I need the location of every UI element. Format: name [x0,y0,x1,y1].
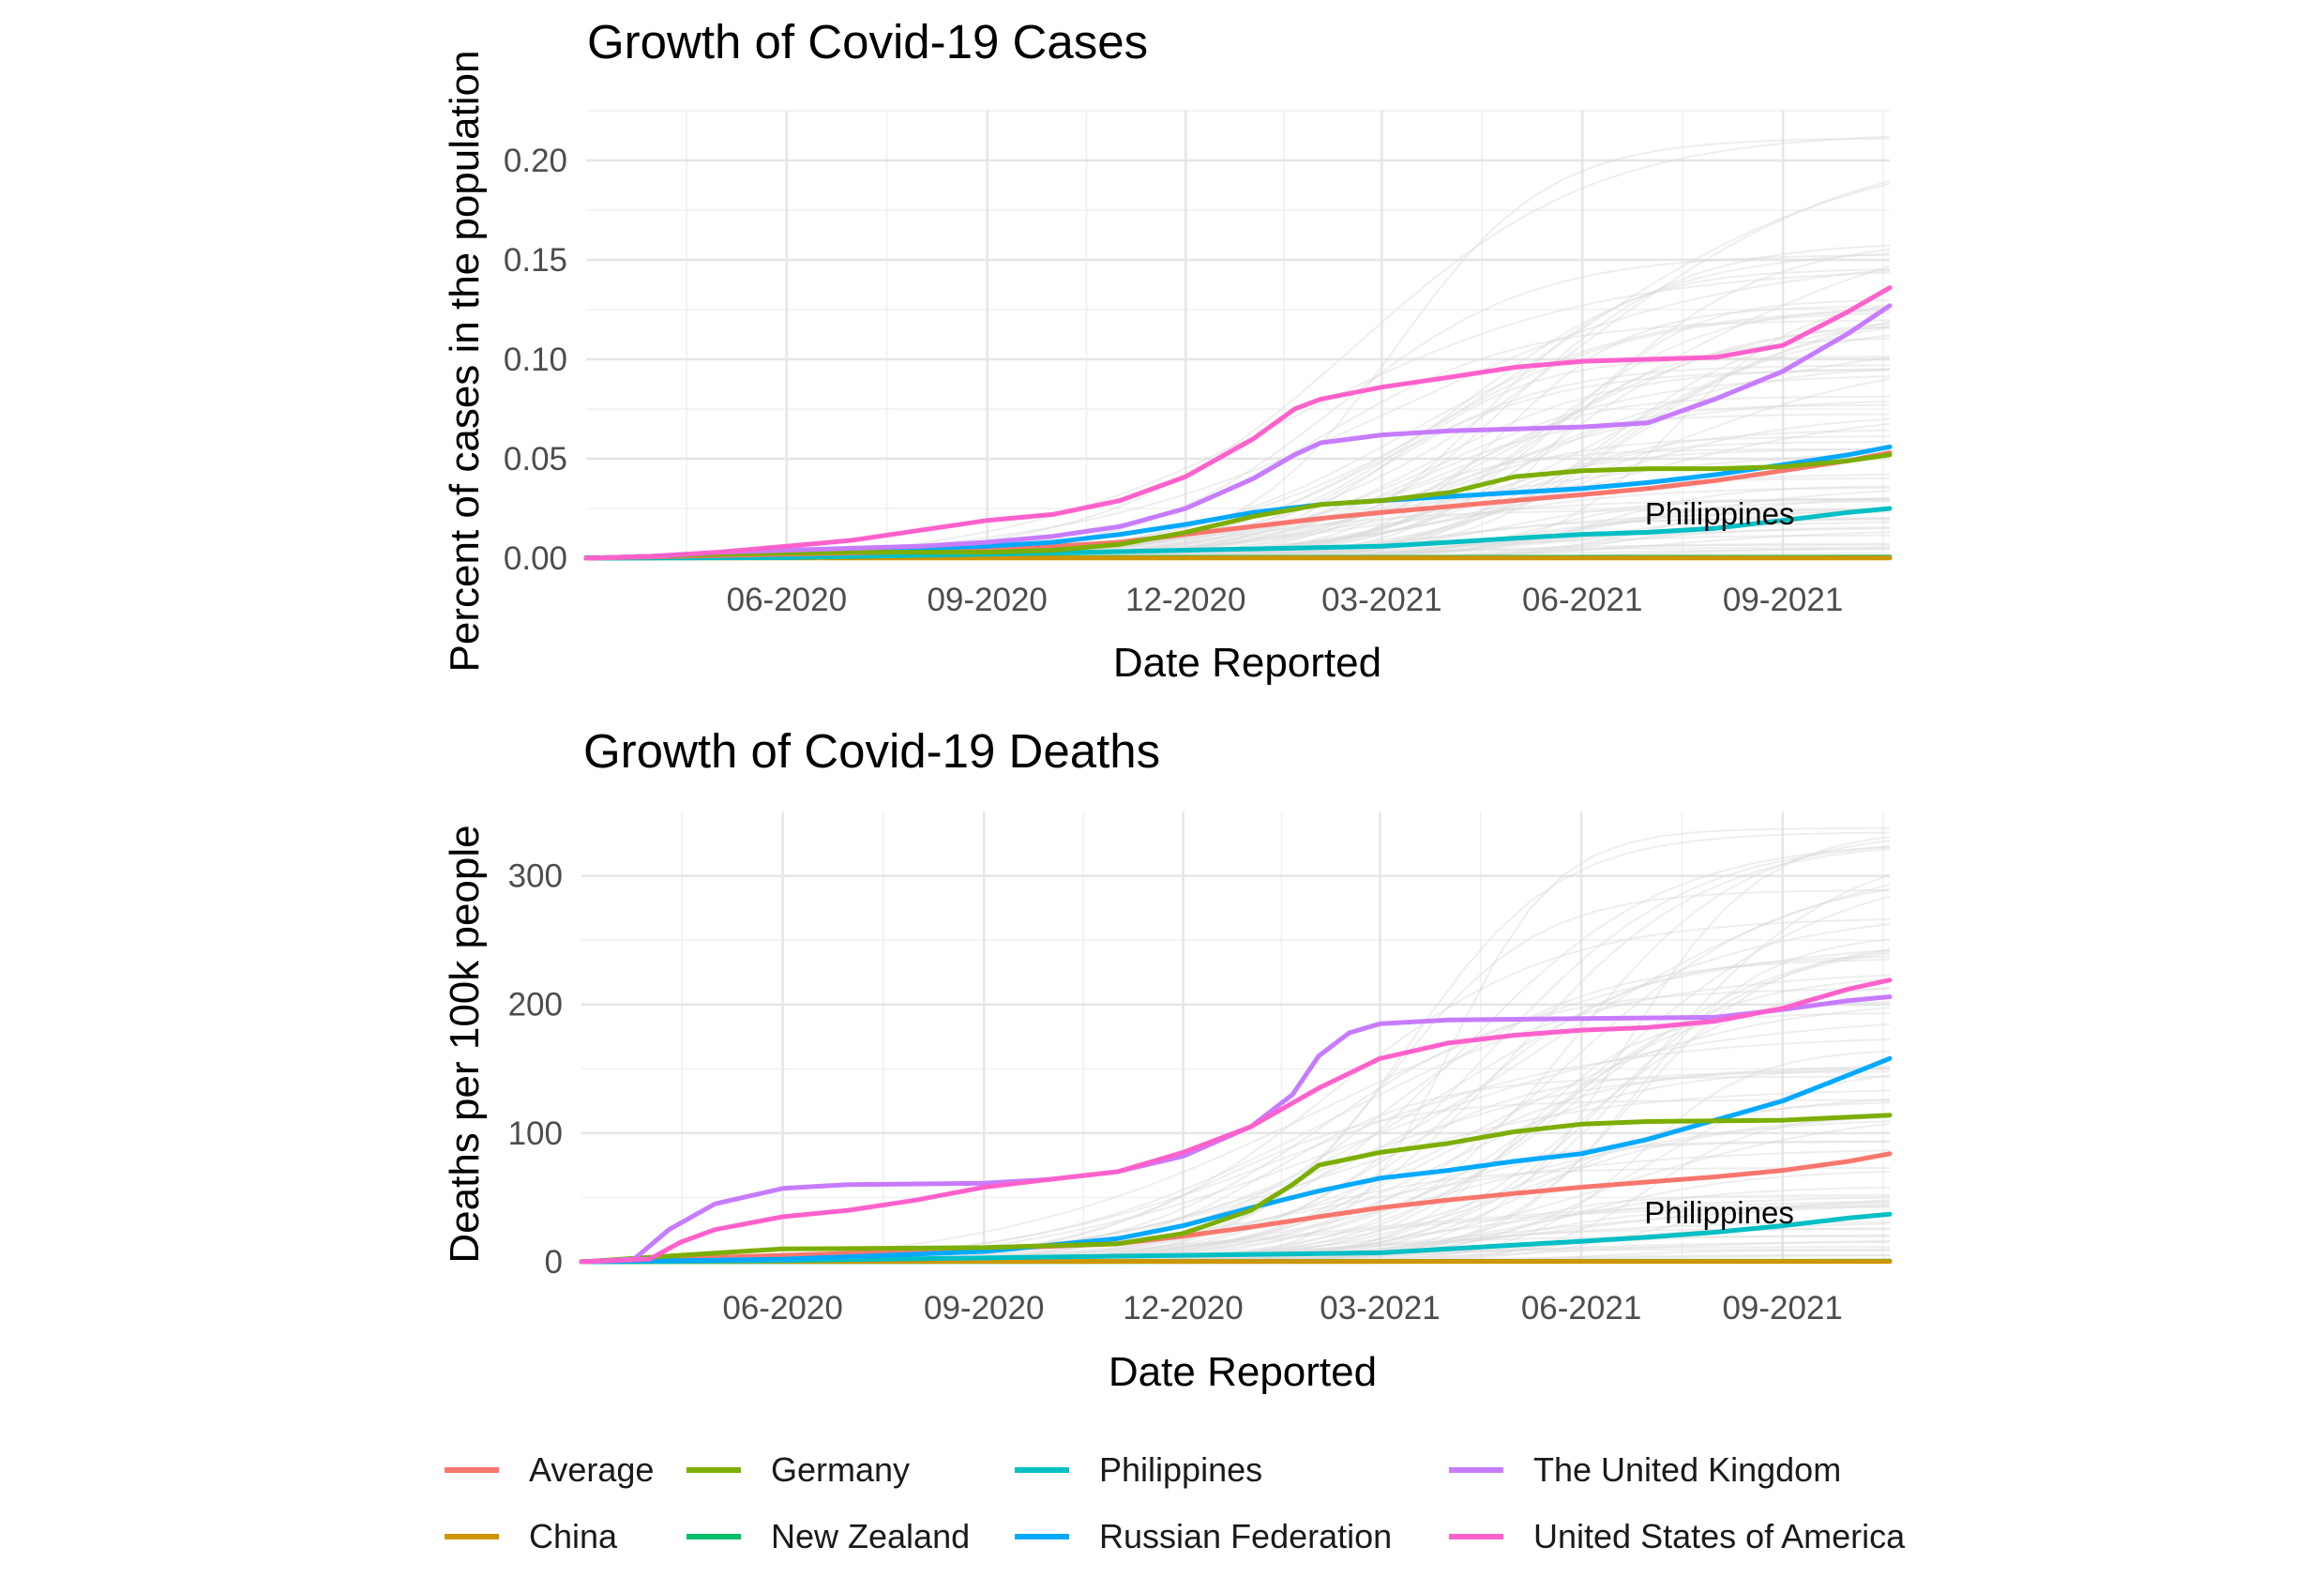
annotation-label: Philippines [1644,1195,1794,1230]
annotation-label: Philippines [1645,496,1795,531]
legend-label: Russian Federation [1099,1517,1392,1555]
y-tick-label: 300 [508,858,563,895]
x-tick-label: 09-2020 [924,1290,1044,1327]
x-tick-label: 06-2020 [722,1290,842,1327]
series-line-germany [583,452,1893,561]
cases-x-axis-title: Date Reported [1113,640,1381,686]
legend-item-average: Average [445,1450,654,1489]
legend-item-russian-federation: Russian Federation [1015,1517,1392,1555]
y-tick-label: 0.15 [504,242,567,279]
cases-y-axis-title: Percent of cases in the population [442,51,488,673]
deaths-y-axis-title: Deaths per 100k people [442,825,488,1263]
x-tick-label: 06-2021 [1522,582,1642,618]
series-line-united-states-of-america [579,978,1893,1265]
legend-label: United States of America [1533,1517,1906,1555]
legend-label: Philippines [1099,1450,1262,1489]
cases-chart-title: Growth of Covid-19 Cases [587,15,1148,68]
legend-item-new-zealand: New Zealand [687,1517,970,1555]
y-tick-label: 0.10 [504,341,567,378]
y-tick-label: 0 [545,1244,563,1281]
x-tick-label: 03-2021 [1321,582,1441,618]
legend-label: New Zealand [771,1517,970,1555]
legend-label: Average [529,1450,654,1489]
x-tick-label: 12-2020 [1125,582,1245,618]
deaths-panel: Growth of Covid-19 Deaths Deaths per 100… [442,724,1893,1395]
highlighted-series [583,285,1893,561]
y-tick-label: 200 [508,987,563,1024]
legend-label: The United Kingdom [1533,1450,1841,1489]
legend: Average China Germany New Zealand Philippine… [445,1450,1906,1555]
x-tick-label: 12-2020 [1123,1290,1243,1327]
deaths-chart-title: Growth of Covid-19 Deaths [583,724,1160,778]
y-tick-label: 0.00 [504,540,567,577]
x-tick-label: 06-2021 [1521,1290,1641,1327]
legend-item-philippines: Philippines [1015,1450,1262,1489]
x-tick-label: 09-2021 [1723,582,1843,618]
legend-item-the-united-kingdom: The United Kingdom [1449,1450,1841,1489]
x-tick-label: 09-2021 [1722,1290,1842,1327]
grid [586,110,1890,560]
highlighted-series [579,978,1893,1265]
x-tick-label: 03-2021 [1320,1290,1440,1327]
y-tick-label: 0.20 [504,143,567,179]
x-tick-label: 09-2020 [927,582,1047,618]
series-line-the-united-kingdom [583,303,1893,561]
legend-label: Germany [771,1450,910,1489]
series-line-germany [579,1113,1893,1265]
series-line-average [583,450,1893,561]
y-tick-label: 0.05 [504,441,567,478]
x-tick-label: 06-2020 [727,582,847,618]
y-tick-label: 100 [508,1115,563,1152]
series-line-united-states-of-america [583,285,1893,561]
background-country-lines [586,135,1891,559]
deaths-x-axis-title: Date Reported [1109,1349,1377,1395]
legend-item-germany: Germany [687,1450,910,1489]
legend-label: China [529,1517,618,1555]
series-line-philippines [579,1211,1893,1265]
legend-item-united-states-of-america: United States of America [1449,1517,1906,1555]
cases-panel: Growth of Covid-19 Cases Percent of case… [442,15,1893,686]
legend-item-china: China [445,1517,618,1555]
